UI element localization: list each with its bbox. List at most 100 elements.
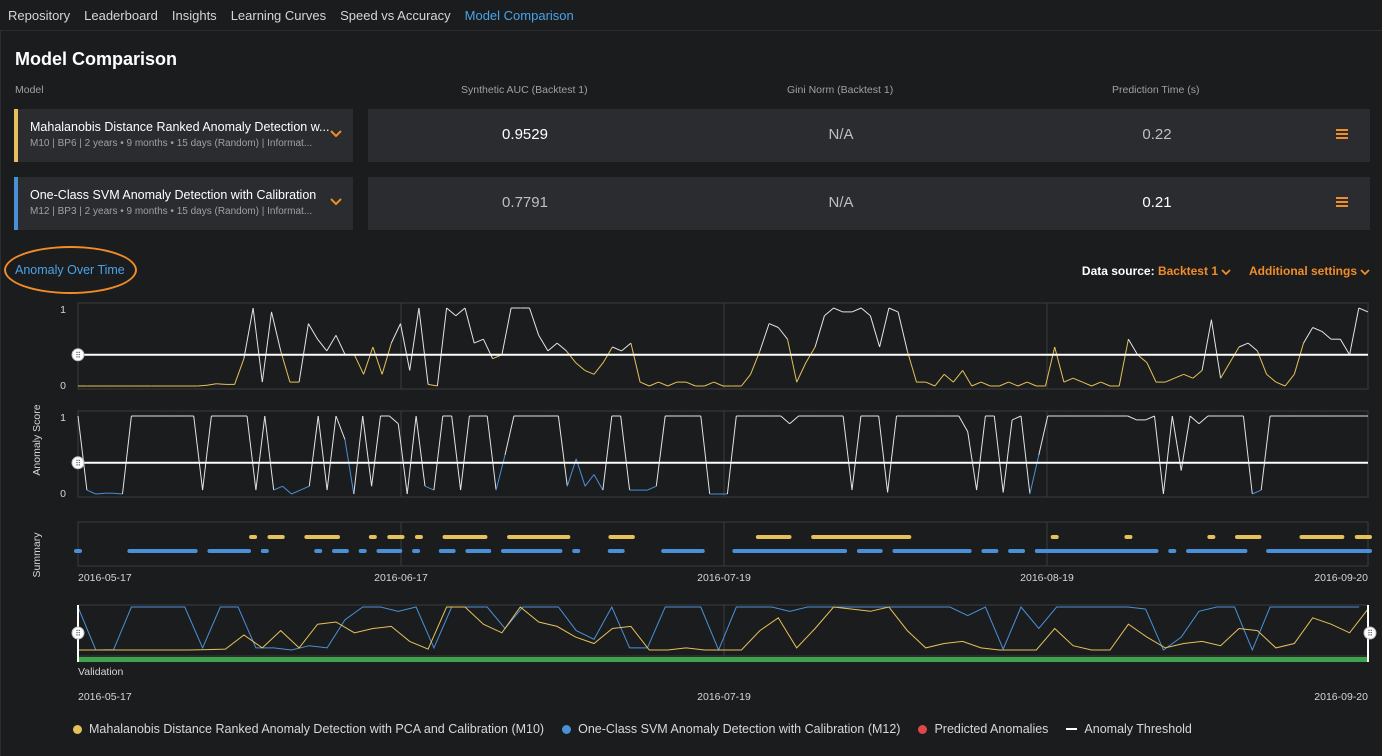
- series-m12-segment: [77, 415, 88, 491]
- series-m12-segment: [193, 415, 204, 491]
- additional-settings-label[interactable]: Additional settings: [1249, 264, 1357, 278]
- drag-icon: ⠿: [75, 629, 81, 638]
- series-m12-segment: [602, 415, 613, 491]
- gini-value: N/A: [828, 194, 854, 211]
- series-m10-segment: [390, 323, 401, 344]
- series-m10-segment: [1174, 373, 1184, 379]
- series-m10-segment: [860, 307, 871, 317]
- tab-speed-vs-accuracy[interactable]: Speed vs Accuracy: [340, 7, 451, 23]
- legend-item-m10[interactable]: Mahalanobis Distance Ranked Anomaly Dete…: [73, 722, 544, 736]
- series-m10-segment: [1220, 362, 1231, 379]
- legend-label: Predicted Anomalies: [934, 722, 1049, 736]
- top-nav: Repository Leaderboard Insights Learning…: [0, 0, 1382, 30]
- series-m12-segment: [726, 415, 737, 495]
- series-m10-segment: [1008, 381, 1019, 387]
- series-m10-segment: [1293, 342, 1304, 375]
- series-m12-segment: [424, 485, 435, 491]
- series-m10-segment: [741, 373, 751, 387]
- content-panel: [0, 30, 1382, 756]
- series-m10-segment: [593, 362, 604, 375]
- series-m10-segment: [1054, 346, 1065, 383]
- series-m10-segment: [206, 383, 217, 386]
- chevron-down-icon[interactable]: [329, 194, 343, 208]
- series-m12-segment: [486, 415, 497, 491]
- model-selector-2[interactable]: One-Class SVM Anomaly Detection with Cal…: [14, 177, 353, 230]
- series-m10-segment: [1045, 346, 1056, 387]
- legend-label: Mahalanobis Distance Ranked Anomaly Dete…: [89, 722, 545, 736]
- series-m10-segment: [446, 307, 457, 317]
- tab-insights[interactable]: Insights: [171, 7, 217, 23]
- x-tick-label: 2016-08-19: [1020, 572, 1074, 584]
- series-m10-segment: [814, 315, 825, 348]
- range-handle[interactable]: [1363, 626, 1377, 640]
- series-m12-segment: [700, 415, 711, 495]
- chevron-down-icon[interactable]: [1221, 268, 1231, 276]
- series-m12-segment: [620, 415, 631, 491]
- prediction-time-value: 0.21: [1142, 194, 1172, 211]
- series-m10-segment: [897, 311, 908, 352]
- series-m10-segment: [953, 370, 963, 383]
- series-m10-segment: [197, 384, 208, 387]
- series-m10-segment: [1201, 319, 1212, 371]
- range-handle[interactable]: [71, 626, 85, 640]
- series-m10-segment: [1091, 381, 1101, 387]
- series-m10-segment: [906, 350, 917, 383]
- legend-item-anomaly-threshold[interactable]: Anomaly Threshold: [1066, 722, 1192, 736]
- series-m12-segment: [1029, 454, 1040, 495]
- tab-model-comparison[interactable]: Model Comparison: [464, 7, 574, 23]
- series-m10-segment: [796, 362, 807, 383]
- series-m10-segment: [925, 381, 936, 387]
- model-selector-1[interactable]: Mahalanobis Distance Ranked Anomaly Dete…: [14, 109, 353, 162]
- series-m10-segment: [612, 346, 622, 352]
- y-axis-label: Anomaly Score: [31, 404, 43, 475]
- x-tick-label: 2016-07-19: [697, 572, 751, 584]
- menu-icon[interactable]: [1336, 196, 1348, 208]
- series-m10-segment: [999, 381, 1009, 387]
- plot-frame: [77, 410, 1369, 498]
- legend-item-m12[interactable]: One-Class SVM Anomaly Detection with Cal…: [562, 722, 900, 736]
- x-tick-label: 2016-05-17: [78, 572, 132, 584]
- series-m12-segment: [1242, 415, 1253, 495]
- chevron-down-icon[interactable]: [1360, 268, 1370, 276]
- series-m10-segment: [243, 307, 254, 359]
- series-m10-segment: [971, 381, 982, 387]
- series-m12-segment: [1011, 415, 1022, 421]
- series-m12-segment: [406, 415, 417, 495]
- series-m10-segment: [980, 381, 991, 387]
- additional-settings[interactable]: Additional settings: [1249, 264, 1370, 278]
- legend-dot: [73, 724, 82, 734]
- series-m12-segment: [584, 474, 595, 487]
- series-m10-segment: [335, 335, 346, 356]
- header-prediction-time: Prediction Time (s): [1112, 84, 1200, 96]
- threshold-handle[interactable]: [71, 456, 85, 470]
- series-m10-segment: [1118, 339, 1129, 387]
- tab-leaderboard[interactable]: Leaderboard: [84, 7, 158, 23]
- series-m12-segment: [389, 415, 399, 425]
- series-m10-segment: [1339, 338, 1351, 356]
- legend-label: Anomaly Threshold: [1084, 722, 1192, 736]
- tab-repository[interactable]: Repository: [8, 7, 71, 23]
- series-m10-segment: [1072, 377, 1083, 383]
- legend-item-predicted-anomalies[interactable]: Predicted Anomalies: [918, 722, 1048, 736]
- tab-learning-curves[interactable]: Learning Curves: [230, 7, 327, 23]
- drag-icon: ⠿: [75, 351, 81, 360]
- auc-value: 0.9529: [502, 126, 548, 143]
- menu-icon[interactable]: [1336, 128, 1348, 140]
- series-m10-segment: [630, 342, 641, 383]
- series-m10-segment: [1284, 373, 1295, 387]
- series-m12-segment: [504, 415, 515, 456]
- threshold-handle[interactable]: [71, 348, 85, 362]
- anomaly-over-time-link[interactable]: Anomaly Over Time: [15, 263, 125, 277]
- series-m10-segment: [1082, 381, 1092, 387]
- series-m12-segment: [1189, 415, 1200, 425]
- legend-dash: [1066, 728, 1078, 730]
- series-m10-segment: [464, 307, 475, 344]
- series-m12-segment: [202, 415, 212, 491]
- metric-row-2: 0.7791 N/A 0.21: [368, 177, 1370, 230]
- series-m10-segment: [1100, 381, 1111, 387]
- series-m12-segment: [993, 415, 1004, 493]
- data-source-dropdown[interactable]: Backtest 1: [1157, 264, 1218, 278]
- series-m10-segment: [1165, 377, 1175, 383]
- chevron-down-icon[interactable]: [329, 126, 343, 140]
- series-m12-segment: [967, 431, 978, 491]
